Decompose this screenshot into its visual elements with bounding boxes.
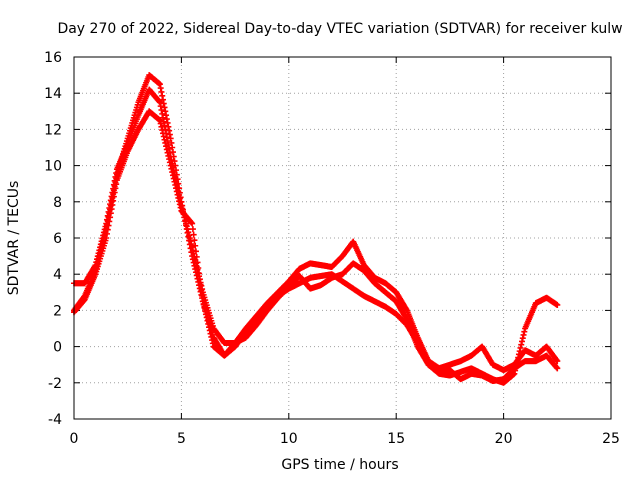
x-tick-label: 0 — [70, 431, 79, 447]
plot-frame — [73, 56, 612, 420]
data-point — [189, 220, 196, 227]
data-points — [71, 72, 561, 386]
data-point — [554, 365, 561, 372]
grid — [74, 57, 611, 419]
series-track-3 — [71, 86, 561, 384]
y-tick-label: 4 — [53, 267, 62, 283]
data-point — [189, 226, 196, 233]
y-tick-label: -4 — [48, 412, 62, 428]
y-tick-label: 2 — [53, 303, 62, 319]
x-tick-label: 10 — [280, 431, 298, 447]
y-tick-label: 0 — [53, 340, 62, 356]
y-tick-label: 6 — [53, 231, 62, 247]
x-tick-label: 5 — [177, 431, 186, 447]
y-axis-label: SDTVAR / TECUs — [6, 181, 22, 296]
data-point — [191, 237, 198, 244]
data-point — [554, 301, 561, 308]
y-tick-label: 16 — [44, 50, 62, 66]
chart-title: Day 270 of 2022, Sidereal Day-to-day VTE… — [57, 21, 622, 37]
data-point — [554, 358, 561, 365]
axis-ticks: 0 5 10 15 20 25 -4 -2 0 2 4 6 8 10 12 14 16 — [44, 50, 620, 447]
x-tick-label: 20 — [495, 431, 513, 447]
series-track-2 — [71, 108, 561, 374]
y-tick-label: 10 — [44, 159, 62, 175]
y-tick-label: -2 — [48, 376, 62, 392]
x-tick-label: 25 — [602, 431, 620, 447]
y-tick-label: 14 — [44, 86, 62, 102]
y-tick-label: 8 — [53, 195, 62, 211]
y-tick-label: 12 — [44, 122, 62, 138]
x-axis-label: GPS time / hours — [281, 457, 398, 473]
data-point — [192, 242, 199, 249]
x-tick-label: 15 — [387, 431, 405, 447]
